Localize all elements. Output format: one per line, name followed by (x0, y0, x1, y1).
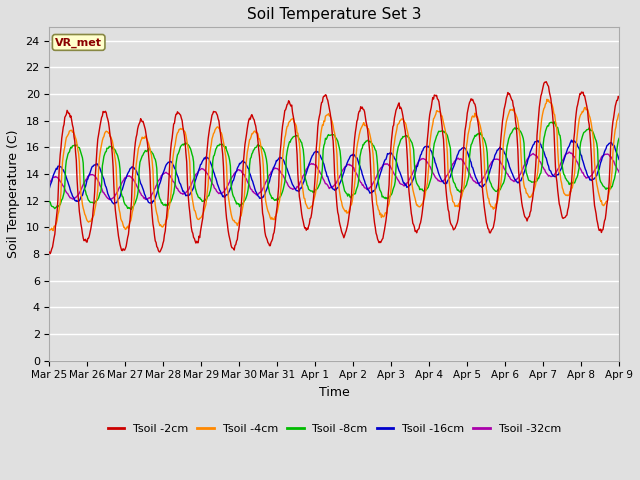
Title: Soil Temperature Set 3: Soil Temperature Set 3 (247, 7, 422, 22)
Text: VR_met: VR_met (55, 37, 102, 48)
X-axis label: Time: Time (319, 386, 349, 399)
Y-axis label: Soil Temperature (C): Soil Temperature (C) (7, 130, 20, 258)
Legend: Tsoil -2cm, Tsoil -4cm, Tsoil -8cm, Tsoil -16cm, Tsoil -32cm: Tsoil -2cm, Tsoil -4cm, Tsoil -8cm, Tsoi… (103, 420, 565, 438)
